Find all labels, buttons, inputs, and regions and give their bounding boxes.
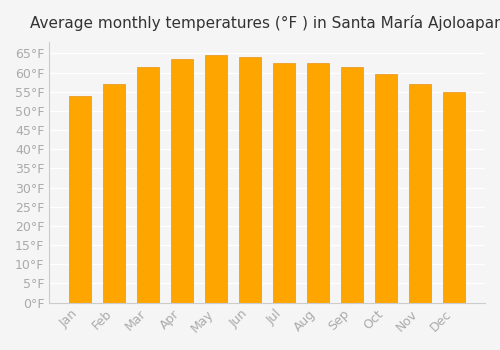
Bar bbox=[205, 55, 227, 303]
Bar bbox=[443, 92, 465, 303]
Bar bbox=[137, 67, 159, 303]
Bar bbox=[171, 59, 193, 303]
Bar bbox=[273, 63, 295, 303]
Bar bbox=[103, 84, 126, 303]
Title: Average monthly temperatures (°F ) in Santa María Ajoloapan: Average monthly temperatures (°F ) in Sa… bbox=[30, 15, 500, 31]
Bar bbox=[341, 67, 363, 303]
Bar bbox=[409, 84, 431, 303]
Bar bbox=[307, 63, 329, 303]
Bar bbox=[375, 75, 397, 303]
Bar bbox=[69, 96, 92, 303]
Bar bbox=[239, 57, 261, 303]
